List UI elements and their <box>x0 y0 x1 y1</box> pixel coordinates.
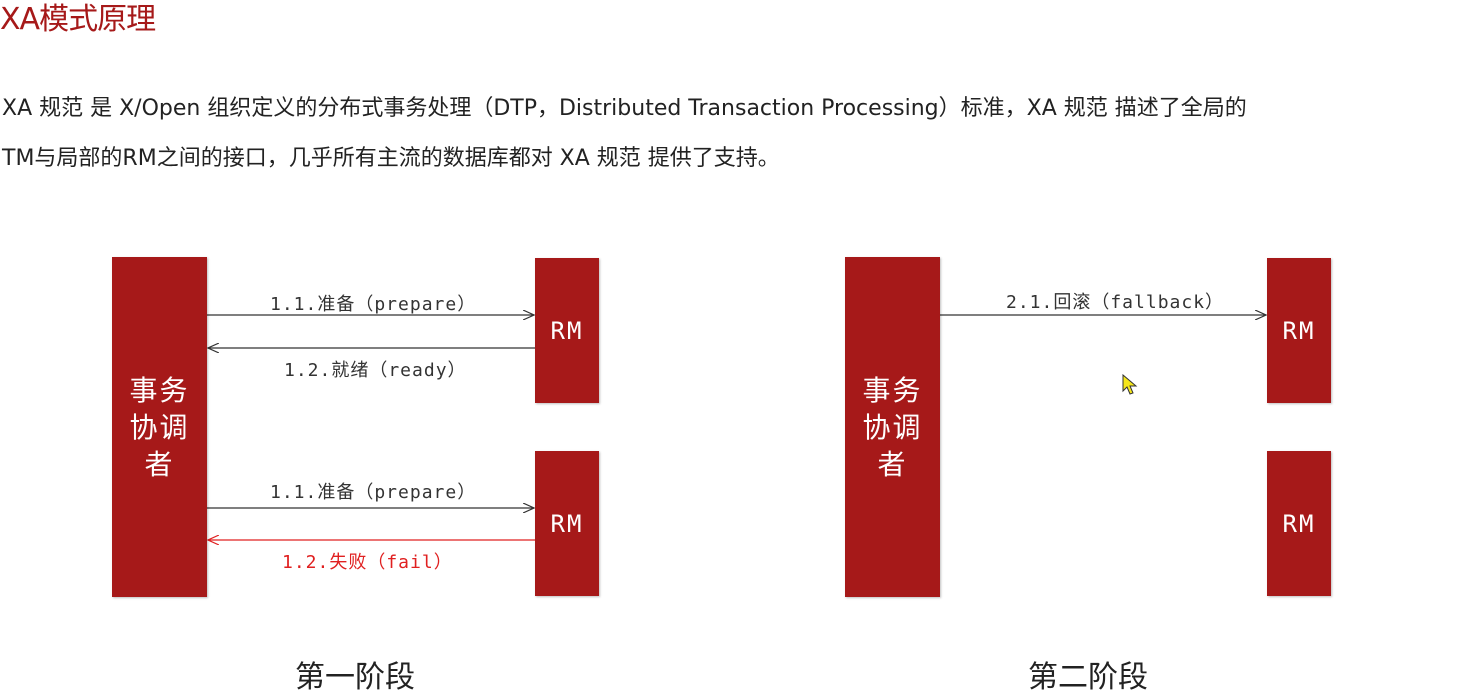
phase2-rm-bottom: RM <box>1267 451 1331 596</box>
label-prepare-bottom: 1.1.准备（prepare） <box>270 482 477 503</box>
description-line-2: TM与局部的RM之间的接口，几乎所有主流的数据库都对 XA 规范 提供了支持。 <box>2 146 780 171</box>
phase2-label: 第二阶段 <box>1028 660 1148 695</box>
coordinator-text-3: 者 <box>877 447 908 481</box>
phase1-coordinator: 事务 协调 者 <box>112 257 207 597</box>
label-prepare-top: 1.1.准备（prepare） <box>270 294 477 315</box>
rm-label: RM <box>1282 509 1316 538</box>
rm-label: RM <box>550 509 584 538</box>
coordinator-text-1: 事务 <box>129 373 190 407</box>
phase1-rm-top: RM <box>535 258 599 403</box>
coordinator-text-1: 事务 <box>862 373 923 407</box>
label-fail: 1.2.失败（fail） <box>282 552 453 573</box>
description-paragraph: XA 规范 是 X/Open 组织定义的分布式事务处理（DTP，Distribu… <box>2 84 1452 184</box>
label-ready: 1.2.就绪（ready） <box>284 360 467 381</box>
rm-label: RM <box>1282 316 1316 345</box>
mouse-pointer-icon <box>1122 374 1138 395</box>
description-line-1: XA 规范 是 X/Open 组织定义的分布式事务处理（DTP，Distribu… <box>2 96 1247 121</box>
rm-label: RM <box>550 316 584 345</box>
phase1-rm-bottom: RM <box>535 451 599 596</box>
page-title: XA模式原理 <box>0 2 156 37</box>
label-rollback: 2.1.回滚（fallback） <box>1006 292 1225 313</box>
phase2-rm-top: RM <box>1267 258 1331 403</box>
phase2-coordinator: 事务 协调 者 <box>845 257 940 597</box>
phase1-label: 第一阶段 <box>295 660 415 695</box>
coordinator-text-3: 者 <box>144 447 175 481</box>
coordinator-text-2: 协调 <box>129 410 190 444</box>
coordinator-text-2: 协调 <box>862 410 923 444</box>
